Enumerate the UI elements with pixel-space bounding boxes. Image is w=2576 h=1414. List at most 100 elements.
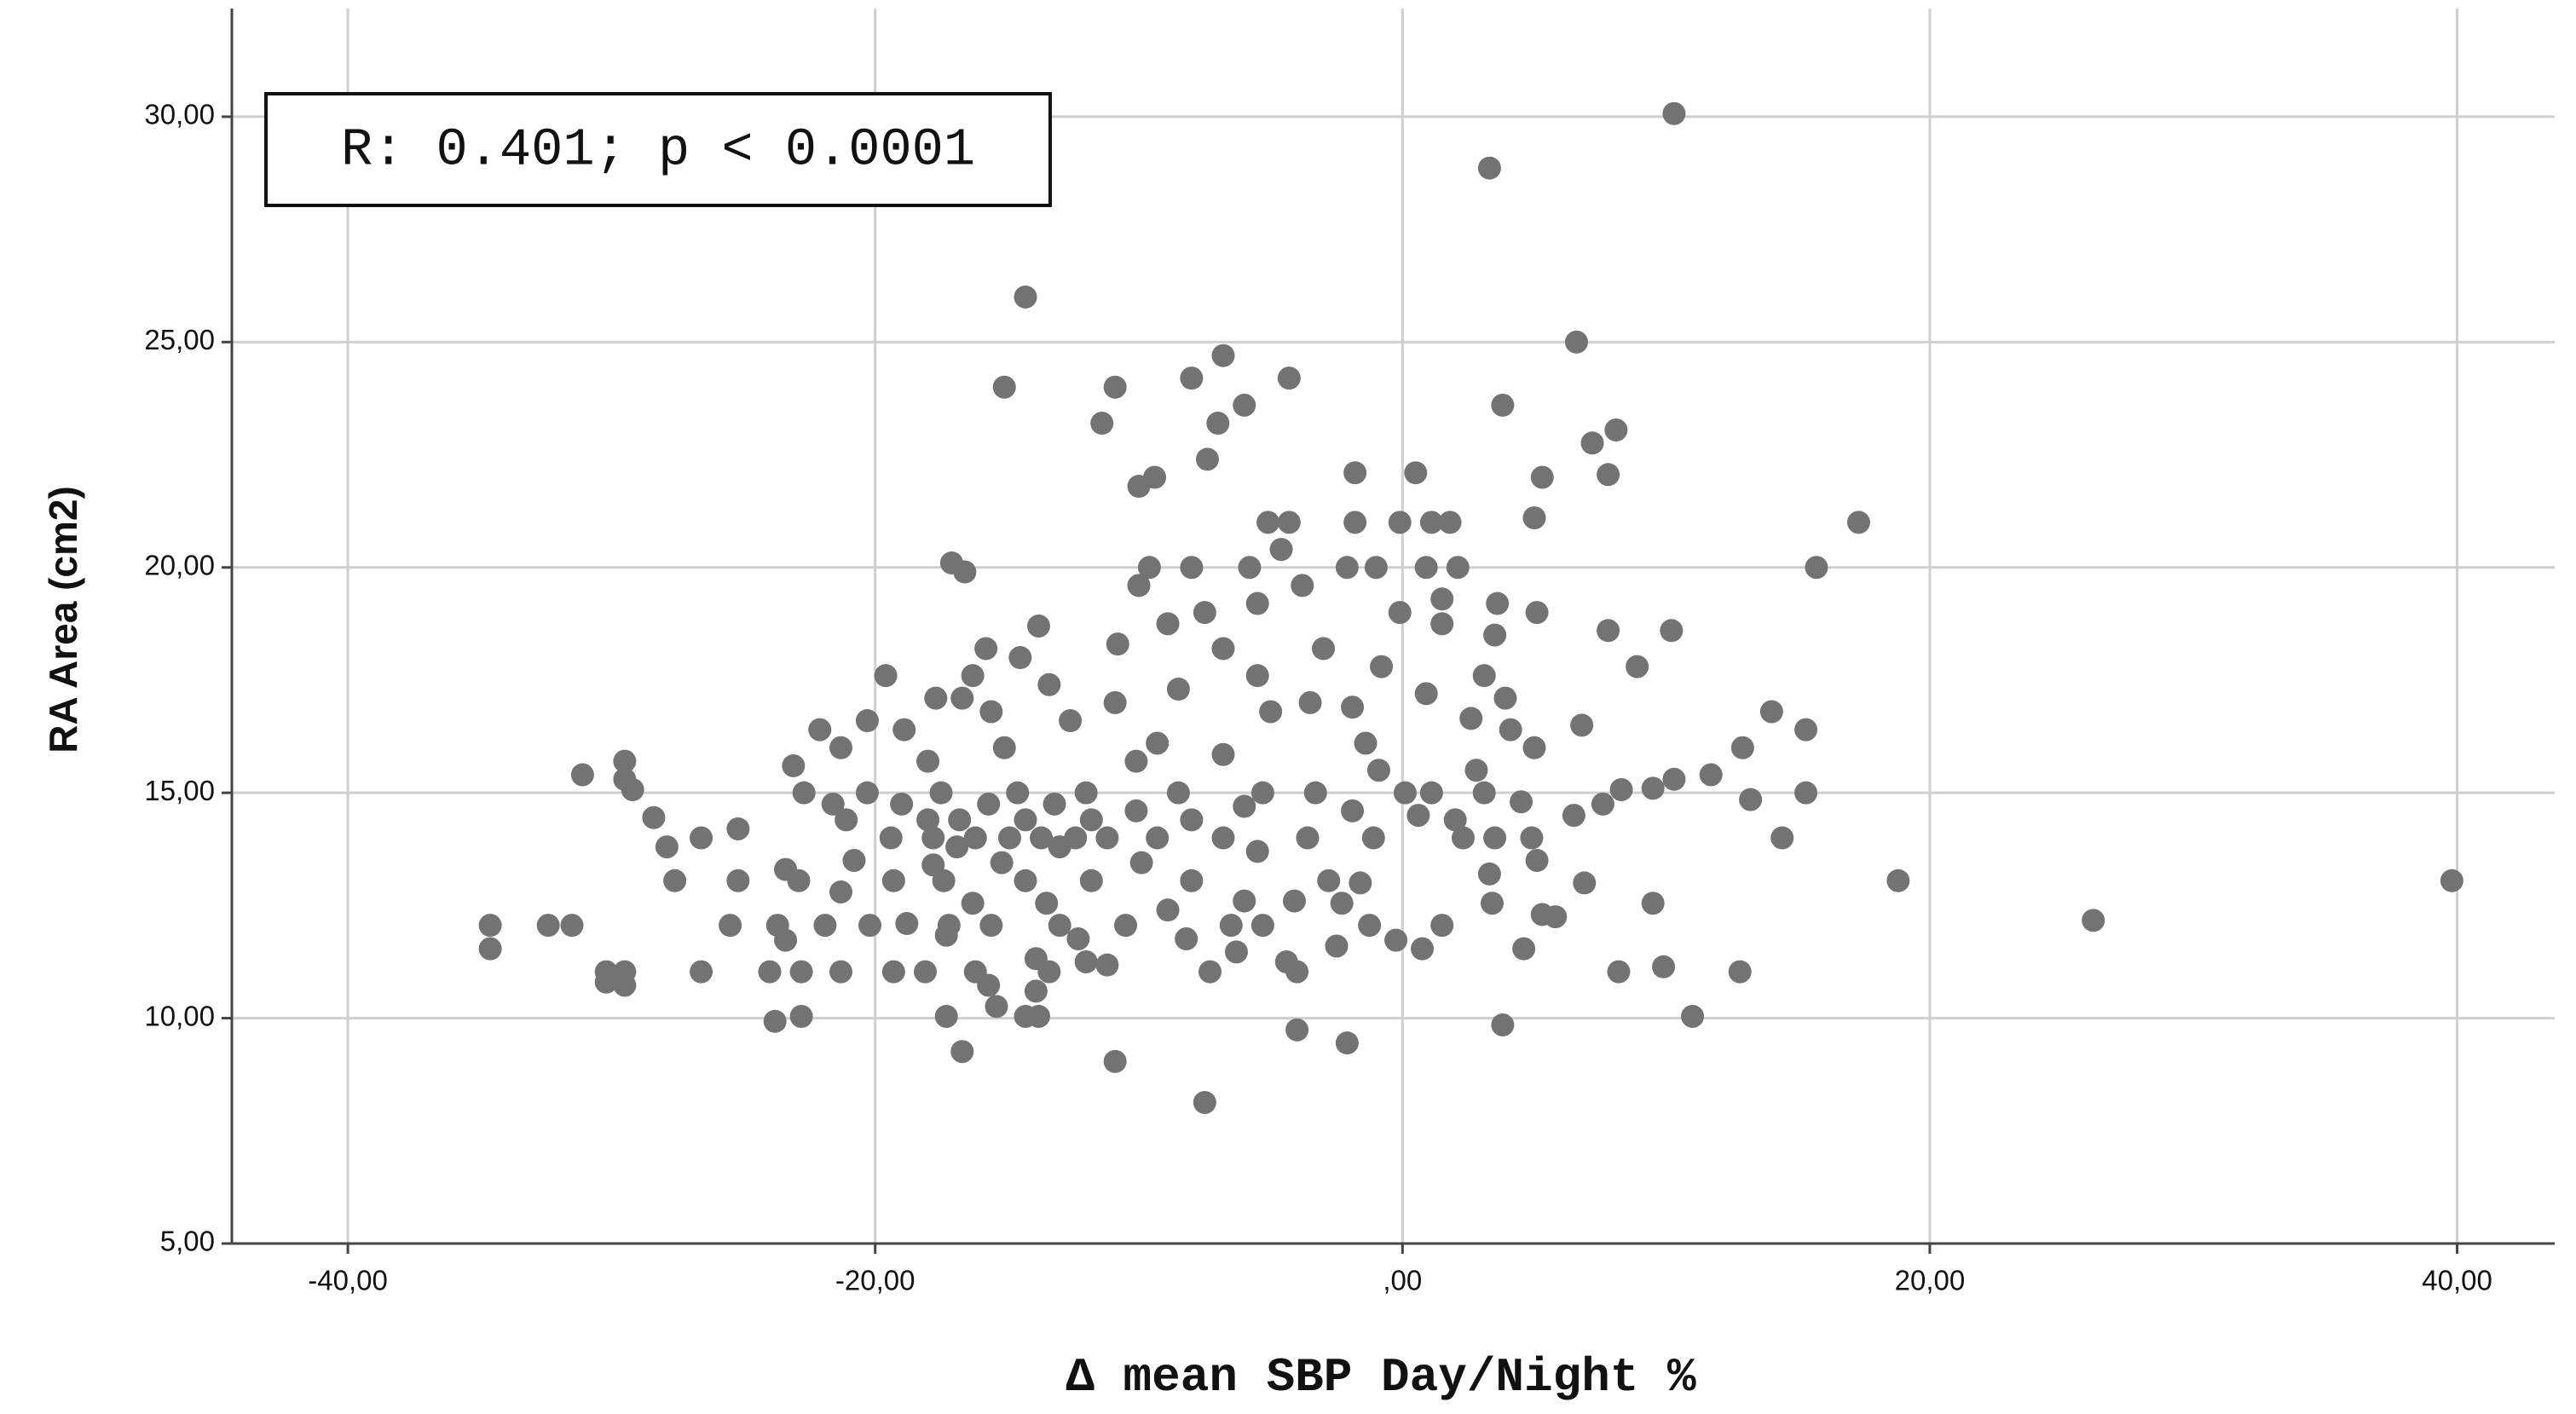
point [835,808,858,832]
point [1325,934,1349,958]
point [1335,1031,1359,1055]
point [963,826,987,850]
point [1491,393,1515,417]
point [1106,632,1129,656]
point [1491,1013,1515,1037]
point [1048,914,1071,938]
point [1530,465,1554,489]
point [1259,700,1283,724]
point [560,914,584,938]
point [1446,556,1470,580]
point [1180,869,1204,892]
point [1059,709,1083,733]
point [1451,826,1475,850]
point [1250,781,1274,805]
point [974,637,998,661]
point [890,792,914,816]
point [855,709,879,733]
point [842,848,866,872]
point [1626,655,1649,678]
point [1419,781,1443,805]
point [1095,826,1119,850]
point [1604,418,1628,442]
point [621,777,644,801]
point [1564,330,1588,354]
point [1146,826,1170,850]
point [945,835,969,859]
point [1026,1004,1050,1028]
point [829,736,853,759]
point [1156,898,1180,922]
point [1074,781,1098,805]
point [570,763,594,787]
point [1570,713,1594,737]
point [642,805,666,829]
point [829,880,853,904]
point [1414,556,1438,580]
point [1404,461,1428,485]
point [1388,601,1412,625]
point [916,808,940,832]
point [719,914,742,938]
point [1277,366,1301,390]
y-axis-title: RA Area (cm2) [41,486,85,753]
point [1175,927,1198,951]
point [1384,928,1408,952]
point [1464,759,1488,782]
point [1103,1049,1127,1073]
point [992,375,1016,399]
point [1770,826,1794,850]
point [1312,637,1336,661]
point [1114,914,1138,938]
point [881,960,905,984]
point [782,753,806,777]
point [1493,686,1517,710]
annotation-box [264,92,1052,207]
point [1245,592,1269,615]
point [1358,914,1382,938]
x-axis-title: Δ mean SBP Day/Night % [1066,1350,1696,1405]
point [1317,869,1341,892]
point [613,973,637,997]
x-tick-label: 40,00 [2422,1265,2492,1296]
point [950,1040,974,1064]
point [1014,808,1037,832]
point [924,686,948,710]
point [1129,851,1153,874]
point [990,851,1014,874]
point [1037,960,1061,984]
point [858,914,882,938]
point [789,1004,813,1028]
point [1486,592,1510,615]
point [1430,914,1454,938]
point [1846,511,1870,534]
point [1483,623,1507,647]
point [1522,736,1546,759]
y-tick-label: 5,00 [160,1226,215,1257]
point [997,826,1021,850]
point [1597,463,1620,487]
point [1443,808,1467,832]
point [726,869,750,892]
y-tick-label: 20,00 [144,549,215,580]
point [874,664,898,688]
point [1166,678,1190,701]
point [1180,366,1204,390]
point [1388,511,1412,534]
point [1794,718,1818,742]
point [961,892,985,915]
point [813,914,837,938]
point [1211,343,1235,367]
point [1343,511,1367,534]
point [1245,840,1269,863]
y-tick-label: 25,00 [144,324,215,355]
point [892,718,916,742]
point [1364,556,1388,580]
point [1079,808,1103,832]
point [1597,619,1620,643]
point [594,970,618,994]
point [1730,736,1754,759]
point [950,686,974,710]
point [1609,777,1633,801]
